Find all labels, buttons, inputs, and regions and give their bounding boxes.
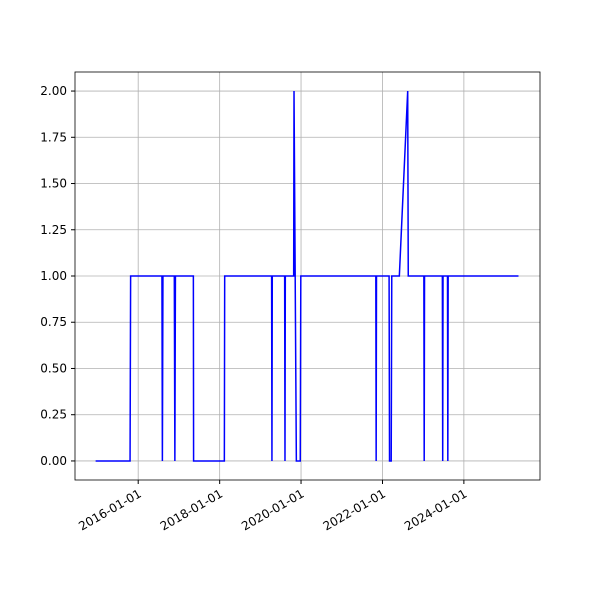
x-tick-label: 2016-01-01 xyxy=(76,486,143,533)
y-tick-label: 1.25 xyxy=(40,223,67,237)
x-tick-label: 2024-01-01 xyxy=(402,486,469,533)
x-tick-label: 2020-01-01 xyxy=(239,486,306,533)
x-tick-label: 2022-01-01 xyxy=(321,486,388,533)
y-tick-label: 0.25 xyxy=(40,408,67,422)
y-tick-label: 0.50 xyxy=(40,361,67,375)
x-tick-label: 2018-01-01 xyxy=(158,486,225,533)
y-tick-label: 0.00 xyxy=(40,454,67,468)
plot-frame xyxy=(74,71,541,481)
y-tick-label: 0.75 xyxy=(40,315,67,329)
line-series xyxy=(95,91,519,462)
y-tick-label: 1.50 xyxy=(40,177,67,191)
y-tick-label: 1.00 xyxy=(40,269,67,283)
y-tick-label: 2.00 xyxy=(40,84,67,98)
y-tick-label: 1.75 xyxy=(40,130,67,144)
